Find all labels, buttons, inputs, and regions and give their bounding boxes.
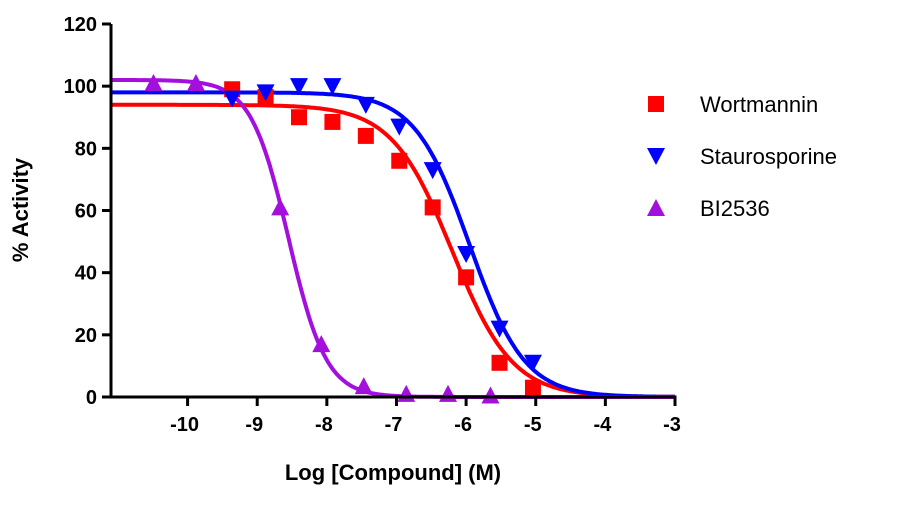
data-point-staurosporine — [390, 118, 409, 136]
legend-label: BI2536 — [700, 196, 770, 221]
data-point-bi2536 — [354, 377, 373, 395]
data-point-wortmannin — [458, 269, 475, 286]
fit-curve-wortmannin — [111, 102, 675, 399]
x-tick-label: -3 — [663, 414, 681, 436]
x-tick-label: -9 — [245, 414, 263, 436]
data-point-wortmannin — [391, 152, 408, 169]
data-point-staurosporine — [256, 84, 275, 102]
data-point-bi2536 — [481, 386, 500, 404]
x-tick-label: -4 — [593, 414, 612, 436]
data-point-bi2536 — [144, 74, 163, 92]
data-point-staurosporine — [323, 78, 342, 96]
y-tick-label: 20 — [75, 325, 97, 347]
y-tick-label: 80 — [75, 138, 97, 160]
data-point-wortmannin — [357, 127, 374, 144]
y-tick-label: 120 — [64, 14, 97, 36]
data-point-staurosporine — [490, 320, 509, 338]
legend: Wortmannin Staurosporine BI2536 — [647, 92, 837, 221]
legend-label: Wortmannin — [700, 92, 818, 117]
axes: 0 20 40 60 80 100 120 -10 -9 -8 -7 -6 -5 -4 -3 — [64, 14, 681, 436]
legend-label: Staurosporine — [700, 144, 837, 169]
x-tick-label: -6 — [454, 414, 472, 436]
legend-marker-bi2536 — [647, 199, 665, 216]
x-axis-label: Log [Compound] (M) — [285, 460, 501, 485]
x-tick-label: -8 — [315, 414, 333, 436]
data-point-bi2536 — [312, 335, 331, 353]
legend-marker-staurosporine — [647, 148, 665, 165]
fit-curves — [111, 78, 675, 399]
data-point-wortmannin — [524, 379, 541, 396]
data-point-wortmannin — [424, 199, 441, 216]
data-point-staurosporine — [290, 78, 308, 96]
data-point-staurosporine — [523, 354, 542, 372]
data-point-wortmannin — [491, 354, 508, 371]
data-point-bi2536 — [186, 74, 205, 92]
y-tick-label: 0 — [86, 387, 97, 409]
y-tick-label: 100 — [64, 76, 97, 98]
fit-curve-staurosporine — [111, 90, 675, 399]
x-tick-label: -10 — [170, 414, 199, 436]
y-tick-label: 40 — [75, 263, 97, 285]
y-axis-label: % Activity — [8, 157, 33, 262]
data-point-staurosporine — [423, 162, 442, 180]
x-tick-label: -7 — [385, 414, 403, 436]
data-point-bi2536 — [439, 384, 458, 402]
data-point-wortmannin — [291, 109, 307, 126]
data-point-staurosporine — [457, 246, 476, 264]
legend-marker-wortmannin — [648, 96, 664, 112]
data-point-bi2536 — [271, 198, 290, 216]
y-tick-label: 60 — [75, 201, 97, 223]
data-point-bi2536 — [397, 384, 416, 402]
x-tick-label: -5 — [524, 414, 542, 436]
data-point-staurosporine — [223, 90, 242, 108]
data-points — [144, 74, 542, 404]
data-point-staurosporine — [356, 96, 375, 114]
fit-curve-bi2536 — [111, 78, 675, 399]
data-point-wortmannin — [324, 113, 341, 130]
